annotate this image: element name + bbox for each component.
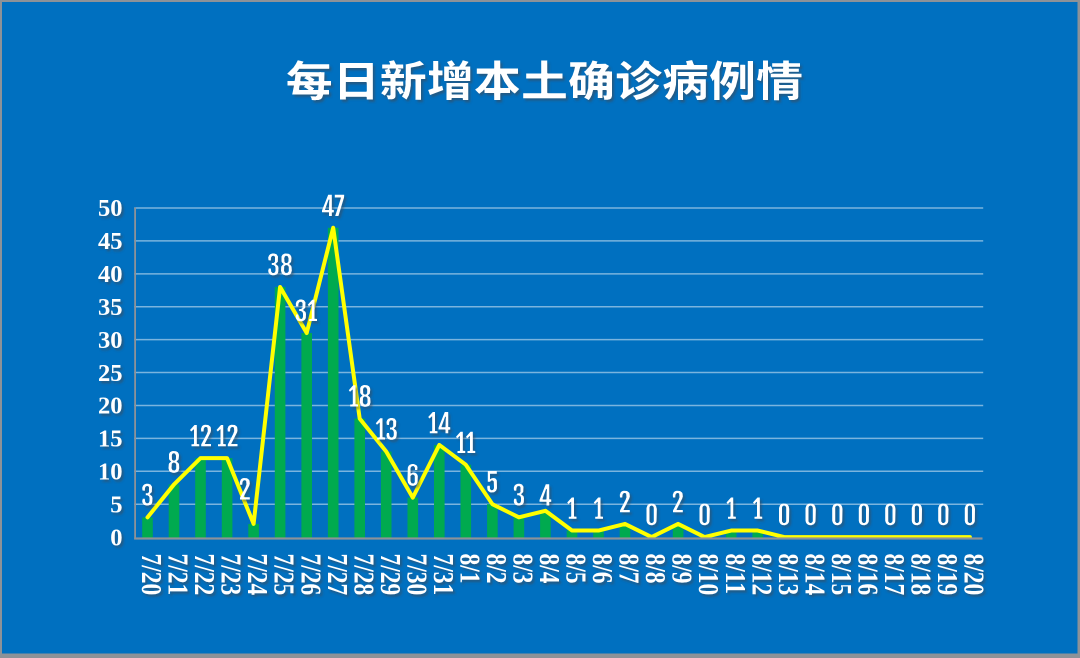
svg-text:8/11: 8/11 [719,554,751,594]
svg-text:7/27: 7/27 [321,554,353,596]
svg-text:7/22: 7/22 [189,554,221,596]
svg-text:40: 40 [98,261,123,288]
svg-text:8/15: 8/15 [825,554,857,596]
svg-text:8/4: 8/4 [533,554,565,584]
svg-text:45: 45 [98,228,123,255]
svg-text:5: 5 [110,491,122,518]
svg-text:7/28: 7/28 [348,554,380,596]
svg-text:8/12: 8/12 [746,554,778,596]
svg-text:8/19: 8/19 [931,554,963,596]
svg-text:8/6: 8/6 [587,554,619,584]
svg-text:8/2: 8/2 [480,554,512,584]
svg-text:8/7: 8/7 [613,554,645,584]
svg-text:7/24: 7/24 [242,554,274,596]
svg-text:35: 35 [98,294,123,321]
svg-text:7/20: 7/20 [136,554,168,596]
svg-text:8/8: 8/8 [640,554,672,584]
svg-text:30: 30 [98,327,123,354]
svg-text:0: 0 [110,524,122,551]
svg-text:8/17: 8/17 [878,554,910,596]
svg-text:7/26: 7/26 [295,554,327,596]
svg-text:8/9: 8/9 [666,554,698,584]
svg-text:10: 10 [98,459,123,486]
svg-text:8/1: 8/1 [454,554,486,584]
svg-text:8/13: 8/13 [772,554,804,596]
svg-text:8/5: 8/5 [560,554,592,584]
svg-text:8/16: 8/16 [852,554,884,596]
svg-text:15: 15 [98,426,123,453]
svg-text:7/21: 7/21 [162,554,194,596]
svg-text:7/31: 7/31 [427,554,459,596]
svg-text:50: 50 [98,195,123,222]
svg-text:20: 20 [98,393,123,420]
svg-text:8/18: 8/18 [905,554,937,596]
svg-text:7/23: 7/23 [215,554,247,596]
svg-text:8/14: 8/14 [799,554,831,596]
svg-text:8/3: 8/3 [507,554,539,584]
svg-text:25: 25 [98,360,123,387]
svg-text:7/29: 7/29 [374,554,406,596]
svg-text:7/30: 7/30 [401,554,433,596]
svg-text:8/20: 8/20 [958,554,990,596]
svg-text:8/10: 8/10 [693,554,725,596]
svg-text:7/25: 7/25 [268,554,300,596]
